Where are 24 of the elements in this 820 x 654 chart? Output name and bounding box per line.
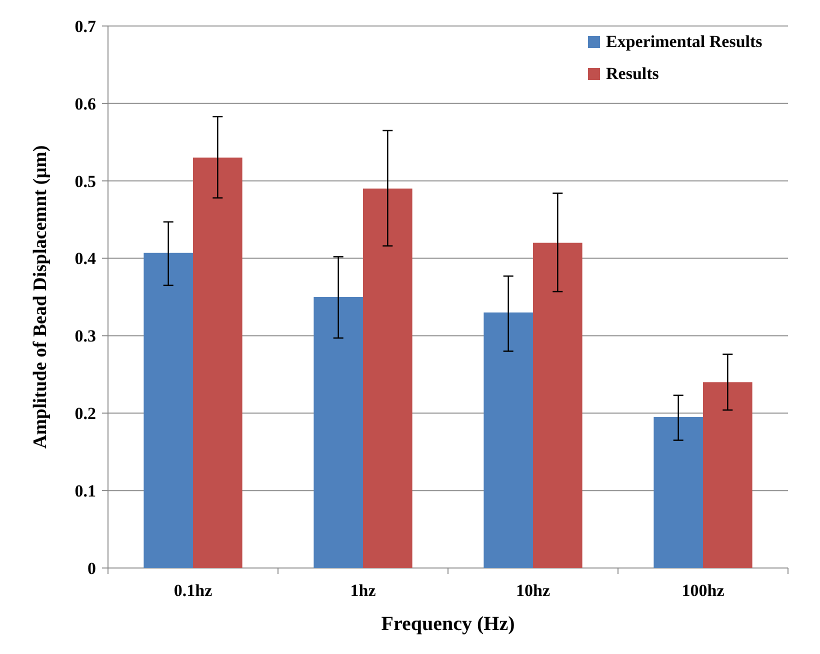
x-tick-label: 0.1hz: [174, 581, 213, 600]
legend-label: Results: [606, 64, 660, 83]
bar: [314, 297, 363, 568]
bar: [484, 312, 533, 568]
bar: [193, 158, 242, 568]
x-axis-title: Frequency (Hz): [381, 613, 515, 635]
bar: [533, 242, 582, 568]
bar: [654, 417, 703, 568]
x-tick-label: 1hz: [350, 581, 376, 600]
y-tick-label: 0.3: [74, 326, 96, 346]
bar: [363, 188, 412, 568]
y-tick-label: 0.4: [74, 249, 96, 268]
x-tick-label: 10hz: [516, 581, 550, 600]
x-tick-label: 100hz: [682, 581, 725, 600]
bar: [703, 382, 752, 568]
legend-label: Experimental Results: [606, 32, 763, 51]
bar: [144, 252, 193, 568]
y-tick-label: 0.5: [74, 172, 96, 191]
y-tick-label: 0: [88, 558, 96, 578]
y-tick-label: 0.2: [74, 404, 96, 424]
y-axis-title: Amplitude of Bead Displacemnt (µm): [30, 145, 51, 449]
y-tick-label: 0.1: [74, 482, 96, 501]
y-tick-label: 0.6: [74, 94, 96, 114]
y-tick-label: 0.7: [74, 16, 96, 36]
